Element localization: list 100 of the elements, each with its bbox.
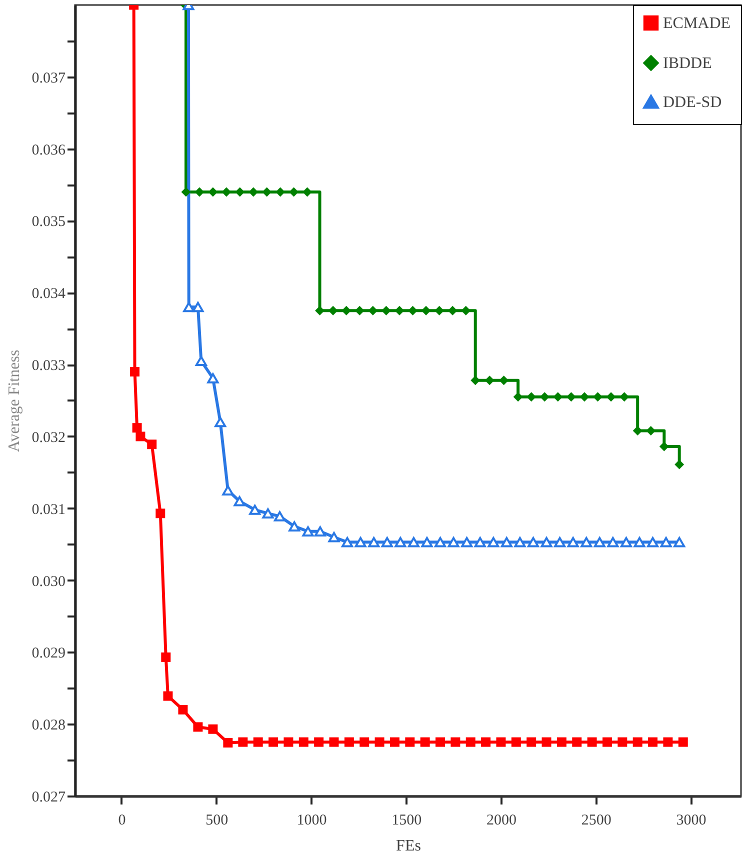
y-tick-label: 0.029 — [32, 646, 66, 662]
legend-label: ECMADE — [663, 15, 731, 32]
point — [421, 537, 433, 548]
point — [556, 737, 566, 747]
point — [488, 537, 500, 548]
x-tick-label: 1500 — [392, 812, 422, 828]
point — [526, 737, 536, 747]
point — [342, 306, 352, 316]
point — [342, 537, 354, 548]
legend-label: DDE-SD — [663, 94, 722, 111]
point — [268, 737, 278, 747]
point — [234, 496, 246, 506]
point — [314, 737, 324, 747]
point — [238, 737, 248, 747]
point — [132, 423, 142, 433]
y-tick-label: 0.028 — [32, 718, 66, 734]
point — [408, 306, 418, 316]
point — [602, 737, 612, 747]
y-tick-label: 0.033 — [32, 358, 66, 374]
point — [553, 392, 563, 402]
point — [207, 373, 219, 384]
point — [499, 376, 509, 386]
point — [674, 537, 686, 548]
point — [163, 691, 173, 701]
point — [390, 737, 400, 747]
y-tick-label: 0.031 — [32, 502, 66, 518]
y-tick-label: 0.027 — [32, 790, 66, 806]
point — [302, 187, 312, 197]
point — [484, 376, 494, 386]
point — [394, 537, 406, 548]
y-tick-label: 0.037 — [32, 70, 66, 86]
point — [566, 392, 576, 402]
point — [314, 526, 326, 536]
point — [394, 306, 404, 316]
point — [222, 187, 232, 197]
point — [136, 432, 146, 442]
point — [450, 737, 460, 747]
y-tick-label: 0.032 — [32, 430, 66, 446]
point — [222, 485, 234, 496]
point — [461, 306, 471, 316]
x-tick-label: 0 — [118, 812, 126, 828]
point — [360, 737, 370, 747]
point — [580, 537, 592, 548]
point — [193, 722, 203, 732]
point — [354, 306, 364, 316]
point — [288, 521, 300, 532]
point — [214, 416, 226, 428]
point — [161, 652, 171, 662]
point — [192, 302, 204, 312]
point — [405, 737, 415, 747]
point — [474, 537, 486, 548]
point — [466, 737, 476, 747]
point — [315, 306, 325, 316]
point — [461, 537, 473, 548]
point — [248, 187, 258, 197]
point — [408, 537, 420, 548]
point — [593, 392, 602, 402]
point — [554, 537, 566, 548]
point — [511, 737, 521, 747]
point — [183, 302, 195, 312]
point — [130, 366, 140, 376]
point — [580, 392, 590, 402]
point — [368, 306, 378, 316]
point — [632, 737, 642, 747]
point — [262, 508, 274, 519]
point — [618, 737, 628, 747]
point — [329, 737, 339, 747]
point — [448, 306, 458, 316]
point — [659, 442, 669, 452]
point — [607, 537, 619, 548]
y-tick-label: 0.030 — [32, 574, 66, 590]
point — [274, 511, 286, 522]
point — [594, 537, 606, 548]
point — [381, 537, 393, 548]
point — [284, 737, 294, 747]
x-tick-label: 2000 — [486, 812, 516, 828]
point — [572, 737, 582, 747]
point — [647, 537, 659, 548]
point — [344, 737, 354, 747]
point — [646, 426, 656, 436]
point — [663, 737, 673, 747]
point — [249, 504, 261, 515]
y-tick-label: 0.034 — [32, 286, 66, 302]
point — [678, 737, 688, 747]
point — [540, 392, 550, 402]
point — [674, 460, 684, 470]
point — [620, 392, 630, 402]
point — [178, 704, 188, 714]
point — [527, 537, 539, 548]
point — [634, 537, 646, 548]
point — [421, 306, 431, 316]
x-axis-title: FEs — [396, 838, 421, 854]
point — [567, 537, 579, 548]
point — [147, 440, 157, 450]
point — [223, 738, 233, 748]
point — [470, 376, 480, 386]
point — [587, 737, 597, 747]
point — [606, 392, 616, 402]
x-tick-label: 500 — [206, 812, 228, 828]
point — [194, 187, 204, 197]
